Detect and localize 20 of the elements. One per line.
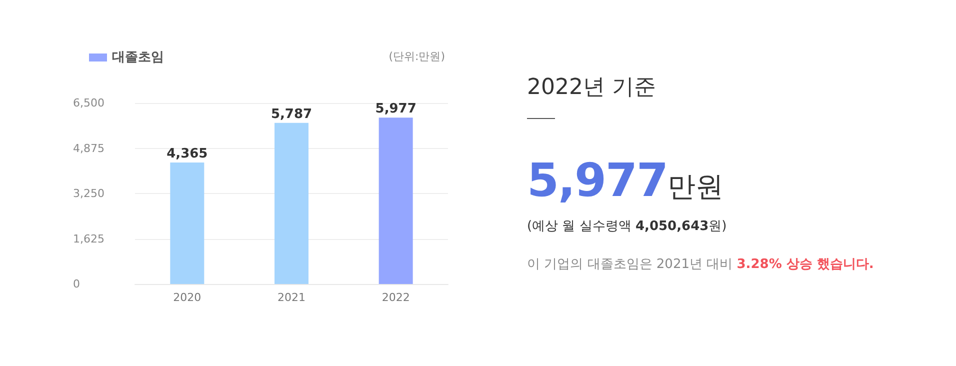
y-tick-label: 3,250 bbox=[73, 187, 104, 200]
legend-label: 대졸초임 bbox=[112, 50, 164, 65]
x-tick-label: 2020 bbox=[173, 291, 202, 304]
data-label: 5,977 bbox=[375, 102, 416, 117]
bar bbox=[378, 118, 413, 284]
x-tick-label: 2022 bbox=[382, 291, 410, 304]
y-tick-label: 1,625 bbox=[73, 232, 104, 246]
y-tick-label: 0 bbox=[73, 278, 80, 290]
bar bbox=[274, 122, 308, 284]
text: 이 기업의 대졸초임은 2021년 대비 3.28% 상승 했습니다. bbox=[527, 256, 875, 273]
text: (단위:만원) bbox=[388, 50, 446, 63]
data-label: 5,787 bbox=[270, 106, 312, 122]
y-tick-label: 4,875 bbox=[73, 142, 104, 155]
text: 5,977만원 bbox=[527, 153, 725, 207]
y-tick-label: 6,500 bbox=[73, 96, 104, 110]
data-label: 4,365 bbox=[166, 146, 208, 162]
x-tick-label: 2021 bbox=[278, 291, 306, 304]
text: 2022년 기준 bbox=[527, 74, 657, 102]
text: (예상 월 실수령액 4,050,643원) bbox=[527, 218, 728, 235]
bar bbox=[170, 162, 204, 284]
